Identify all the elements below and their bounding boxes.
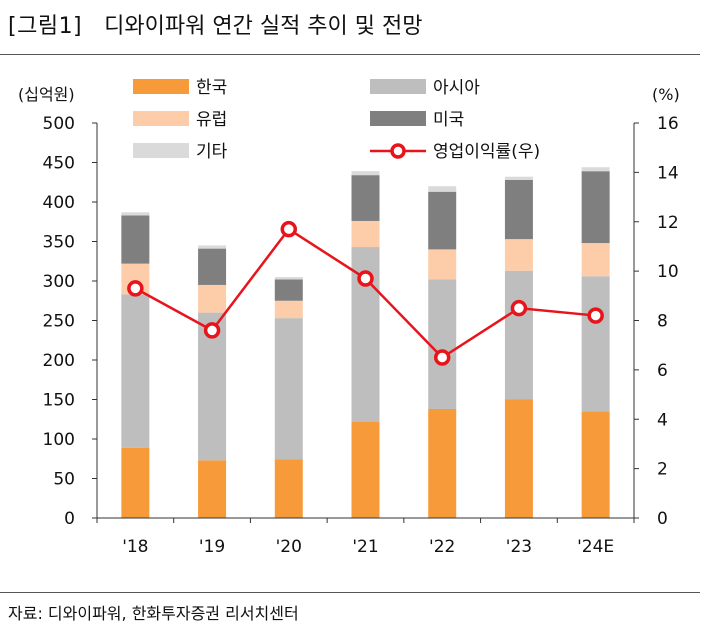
legend-swatch-기타 [133,143,189,158]
legend-swatch-미국 [370,111,426,126]
x-tick-label: '24E [577,537,614,557]
bar-기타 [504,176,533,180]
bar-기타 [351,171,380,176]
chart-title: 디와이파워 연간 실적 추이 및 전망 [104,14,423,39]
legend-swatch-유럽 [133,111,189,126]
bar-기타 [428,186,457,192]
figure-label: [그림1] [8,14,83,39]
line-point [587,307,604,324]
legend-label-아시아: 아시아 [433,78,480,98]
bar-기타 [121,212,150,216]
legend-swatch-아시아 [370,79,426,94]
bar-유럽 [428,249,457,280]
y-right-unit: (%) [652,85,680,104]
bar-한국 [504,399,533,518]
legend-swatch-한국 [133,79,189,94]
bar-미국 [274,279,303,301]
x-tick-label: '18 [122,537,148,557]
line-point [510,299,528,317]
chart: 0 50 100 150 200 250 300 350 400 450 500 0 2 4 6 8 10 12 1… [18,78,680,557]
y-left-tick-label: 400 [43,193,75,213]
bar-한국 [121,447,150,518]
legend-label-유럽: 유럽 [196,110,227,130]
y-left-tick-label: 500 [43,114,75,134]
legend-label-한국: 한국 [196,78,227,98]
legend-marker-line [390,143,406,159]
bar-한국 [428,408,457,518]
bar-아시아 [274,318,303,460]
line-point [127,280,144,297]
x-tick-label: '19 [199,537,225,557]
y-right-tick-label: 2 [657,460,668,480]
bar-아시아 [581,276,610,412]
y-left-tick-label: 300 [43,272,75,292]
bar-미국 [198,248,227,285]
line-point [357,270,374,287]
source-note: 자료: 디와이파워, 한화투자증권 리서치센터 [8,604,299,623]
y-left-tick-label: 200 [43,351,75,371]
line-point [280,220,298,238]
x-tick-label: '23 [506,537,532,557]
y-left-unit: (십억원) [18,85,75,104]
y-right-tick-label: 6 [657,361,668,381]
y-right-tick-label: 4 [657,410,668,430]
y-right-tick-label: 12 [657,213,679,233]
bar-유럽 [504,239,533,271]
y-left-tick-label: 350 [43,233,75,253]
line-point [203,322,221,339]
bar-한국 [198,460,227,518]
y-left-tick-label: 100 [43,430,75,450]
x-tick-label: '21 [352,537,378,557]
figure-title: [그림1] 디와이파워 연간 실적 추이 및 전망 [8,8,422,40]
bar-한국 [351,421,380,518]
bar-아시아 [428,279,457,409]
line-point [433,349,451,366]
bar-미국 [581,171,610,244]
x-tick-label: '20 [276,537,302,557]
bar-미국 [428,191,457,250]
y-right-tick-label: 16 [657,114,679,134]
bar-한국 [274,459,303,518]
bar-아시아 [121,294,150,448]
bar-기타 [581,167,610,172]
y-right-tick-label: 14 [657,163,679,183]
bar-기타 [198,245,227,249]
bar-유럽 [351,220,380,248]
bar-유럽 [274,300,303,319]
y-left-tick-label: 50 [53,470,75,490]
legend-label-미국: 미국 [433,110,464,130]
bar-한국 [581,411,610,518]
y-left-tick-label: 0 [64,509,75,529]
bar-기타 [274,277,303,280]
legend-label-line: 영업이익률(우) [433,142,540,162]
bar-미국 [121,215,150,264]
bar-미국 [504,179,533,240]
bar-아시아 [504,270,533,400]
title-divider [0,54,700,55]
y-right-tick-label: 0 [657,509,668,529]
y-right-tick-label: 8 [657,312,668,332]
legend-label-기타: 기타 [196,142,228,162]
x-tick-label: '22 [429,537,455,557]
y-left-tick-label: 450 [43,154,75,174]
y-left-tick-label: 250 [43,312,75,332]
bar-유럽 [198,284,227,313]
source-divider [0,592,700,593]
y-left-tick-label: 150 [43,391,75,411]
bar-유럽 [581,243,610,277]
y-right-tick-label: 10 [657,262,679,282]
bar-미국 [351,175,380,221]
